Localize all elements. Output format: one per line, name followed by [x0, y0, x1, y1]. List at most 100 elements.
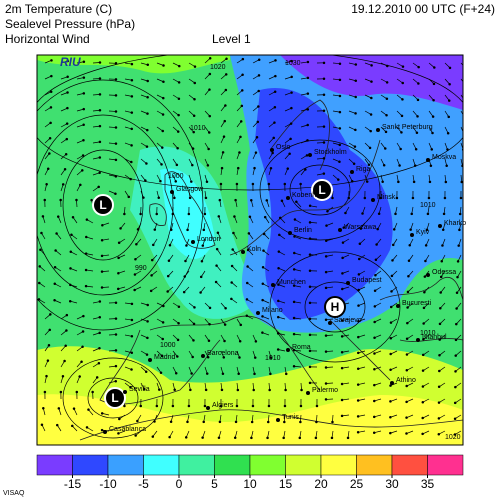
wind-arrow-head: [98, 93, 102, 96]
wind-arrow-head: [292, 316, 296, 320]
isobar-label: 1030: [285, 60, 301, 67]
pressure-center: [104, 387, 126, 409]
city-dot: [328, 321, 332, 325]
wind-arrow-head: [235, 404, 239, 408]
wind-arrow-head: [437, 417, 441, 420]
city-dot: [201, 354, 205, 358]
wind-arrow-head: [454, 354, 457, 357]
wind-arrow-head: [117, 271, 120, 275]
wind-arrow-head: [262, 232, 266, 236]
wind-arrow-head: [338, 160, 341, 163]
wind-arrow-head: [422, 306, 426, 310]
wind-arrow-head: [439, 275, 443, 279]
wind-arrow-head: [114, 142, 118, 145]
wind-arrow-head: [204, 388, 208, 392]
wind-arrow-head: [231, 248, 234, 251]
wind-arrow-head: [245, 281, 249, 285]
city-label: Koln: [247, 246, 261, 253]
wind-arrow-head: [389, 337, 393, 340]
wind-arrow-head: [357, 304, 360, 307]
wind-arrow-head: [75, 390, 79, 394]
wind-arrow-head: [101, 223, 104, 227]
wind-arrow-head: [455, 307, 458, 310]
city-label: Munchen: [277, 279, 306, 286]
wind-arrow-head: [399, 147, 402, 151]
warm-field: [37, 394, 463, 445]
wind-arrow-head: [392, 228, 396, 231]
pressure-center-label: L: [318, 183, 325, 197]
wind-arrow-head: [437, 432, 441, 436]
wind-arrow-head: [207, 339, 211, 343]
wind-arrow-head: [273, 121, 276, 124]
wind-arrow-head: [175, 163, 179, 167]
wind-arrow-head: [177, 305, 181, 308]
wind-arrow-head: [82, 76, 86, 79]
wind-arrow-head: [441, 244, 444, 247]
wind-arrow-head: [464, 84, 466, 86]
wind-arrow-head: [129, 177, 132, 181]
isobar-label: 1020: [210, 64, 226, 71]
wind-arrow-head: [292, 284, 296, 287]
city-dot: [376, 128, 380, 132]
wind-arrow-head: [276, 332, 280, 335]
wind-arrow-head: [150, 274, 153, 277]
wind-arrow-head: [151, 435, 155, 438]
wind-arrow-head: [130, 160, 133, 164]
wind-arrow-head: [166, 290, 169, 293]
wind-arrow-head: [216, 231, 220, 234]
wind-arrow-head: [424, 244, 428, 247]
city-dot: [308, 153, 312, 157]
level-label: Level 1: [212, 32, 251, 46]
wind-arrow-head: [173, 196, 176, 200]
wind-arrow-head: [273, 90, 277, 93]
wind-arrow-head: [183, 275, 186, 278]
wind-arrow-head: [59, 198, 62, 202]
wind-arrow-head: [282, 436, 285, 440]
wind-arrow-head: [53, 282, 57, 286]
wind-arrow-head: [161, 321, 165, 324]
isobar-label: 1000: [160, 342, 176, 349]
wind-arrow-head: [437, 385, 441, 389]
wind-arrow-head: [66, 106, 69, 110]
wind-arrow-head: [308, 317, 312, 321]
wind-arrow-head: [200, 260, 204, 263]
wind-arrow-head: [308, 204, 312, 208]
city-dot: [241, 250, 245, 254]
wind-arrow-head: [100, 270, 104, 273]
wind-arrow-head: [405, 432, 408, 435]
city-dot: [103, 430, 107, 434]
wind-arrow-head: [425, 228, 429, 231]
wind-arrow-head: [357, 351, 360, 355]
wind-arrow-head: [246, 248, 250, 252]
city-dot: [270, 148, 274, 152]
wind-arrow-head: [369, 113, 373, 116]
wind-arrow-head: [84, 252, 88, 255]
wind-arrow-head: [201, 244, 205, 247]
wind-arrow-head: [133, 288, 136, 292]
wind-arrow-head: [65, 122, 69, 125]
city-dot: [371, 198, 375, 202]
wind-arrow-head: [234, 198, 237, 202]
wind-arrow-head: [65, 137, 69, 141]
wind-arrow-head: [322, 141, 326, 144]
wind-arrow-head: [230, 281, 233, 284]
wind-arrow-head: [49, 121, 52, 125]
wind-arrow-head: [389, 368, 392, 372]
wind-arrow-head: [43, 198, 47, 202]
wind-arrow-head: [98, 140, 102, 144]
wind-arrow-head: [208, 72, 212, 76]
wind-arrow-head: [217, 436, 221, 439]
wind-arrow-head: [398, 164, 401, 167]
wind-arrow-head: [207, 147, 210, 151]
wind-arrow-head: [66, 91, 69, 94]
wind-arrow-head: [48, 152, 51, 155]
colorbar-tick-label: 10: [243, 477, 257, 491]
wind-arrow-head: [340, 398, 344, 402]
wind-arrow-head: [386, 64, 389, 68]
wind-arrow-head: [199, 291, 202, 294]
wind-arrow-head: [127, 195, 131, 199]
isobar-label: 990: [135, 265, 147, 272]
wind-arrow-head: [431, 131, 434, 135]
wind-arrow-head: [389, 305, 393, 309]
wind-arrow-head: [130, 78, 134, 82]
